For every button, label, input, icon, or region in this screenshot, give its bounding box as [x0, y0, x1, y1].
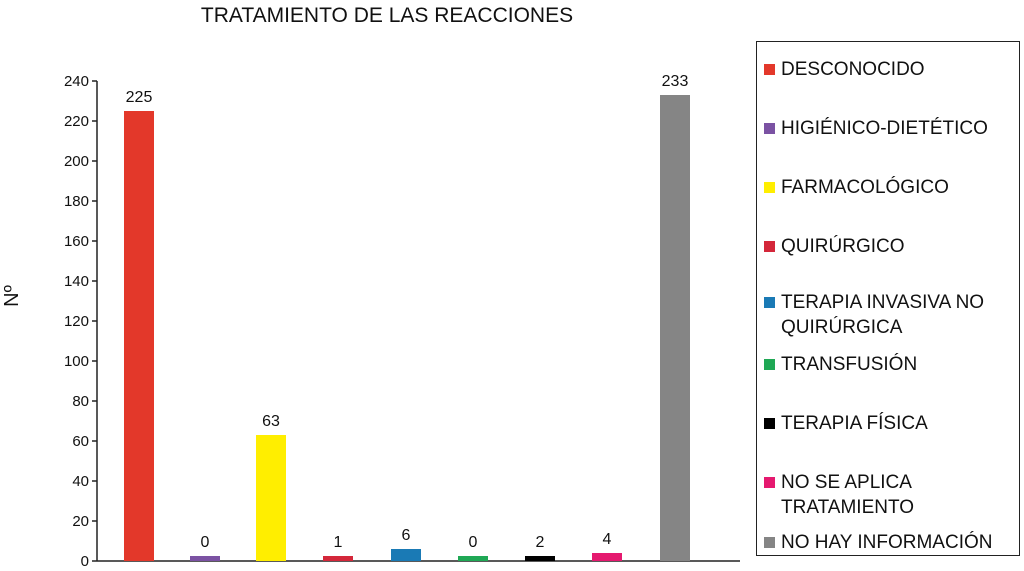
bar-9 [660, 95, 690, 561]
data-label: 63 [262, 413, 280, 430]
y-tick-label: 100 [64, 353, 89, 370]
legend-label: HIGIÉNICO-DIETÉTICO [781, 118, 988, 139]
y-tick-label: 40 [72, 473, 89, 490]
legend-swatch [764, 182, 775, 193]
legend-swatch [764, 241, 775, 252]
bar-5 [391, 549, 421, 561]
y-tick-label: 200 [64, 153, 89, 170]
bar-1 [124, 111, 154, 561]
y-tick-label: 220 [64, 113, 89, 130]
data-label: 0 [201, 534, 210, 551]
legend-swatch [764, 297, 775, 308]
chart-title: TRATAMIENTO DE LAS REACCIONES [201, 4, 573, 27]
bar-3 [256, 435, 286, 561]
y-tick-label: 80 [72, 393, 89, 410]
data-label: 233 [662, 73, 689, 90]
y-tick-label: 60 [72, 433, 89, 450]
legend-label: NO SE APLICA TRATAMIENTO [781, 472, 914, 518]
legend: DESCONOCIDO HIGIÉNICO-DIETÉTICO FARMACOLÓG… [756, 41, 1020, 556]
legend-label: TERAPIA INVASIVA NO QUIRÚRGICA [781, 292, 985, 338]
y-tick-label: 240 [64, 73, 89, 90]
legend-label: TERAPIA FÍSICA [781, 413, 928, 434]
y-tick-label: 140 [64, 273, 89, 290]
y-tick-label: 180 [64, 193, 89, 210]
data-label: 6 [402, 527, 411, 544]
data-label: 2 [536, 534, 545, 551]
y-tick-label: 0 [81, 553, 89, 570]
legend-swatch [764, 418, 775, 429]
y-tick-label: 160 [64, 233, 89, 250]
data-label: 1 [334, 534, 343, 551]
bar-6 [458, 556, 488, 561]
data-label: 0 [469, 534, 478, 551]
legend-label: NO HAY INFORMACIÓN [781, 532, 993, 553]
legend-swatch [764, 477, 775, 488]
data-label: 225 [126, 89, 153, 106]
y-tick-label: 20 [72, 513, 89, 530]
data-label: 4 [603, 531, 612, 548]
legend-label: QUIRÚRGICO [781, 236, 905, 257]
legend-swatch [764, 64, 775, 75]
legend-swatch [764, 123, 775, 134]
bar-8 [592, 553, 622, 561]
bar-7 [525, 556, 555, 561]
bars [124, 95, 690, 561]
legend-label: TRANSFUSIÓN [781, 354, 918, 375]
y-tick-label: 120 [64, 313, 89, 330]
data-labels: 225 0 63 1 6 0 2 4 233 [126, 73, 689, 551]
legend-swatch [764, 537, 775, 548]
legend-label: FARMACOLÓGICO [781, 177, 949, 198]
y-axis-label: Nº [1, 284, 23, 306]
bar-4 [323, 556, 353, 561]
bar-2 [190, 556, 220, 561]
legend-swatch [764, 359, 775, 370]
legend-label: DESCONOCIDO [781, 59, 925, 80]
